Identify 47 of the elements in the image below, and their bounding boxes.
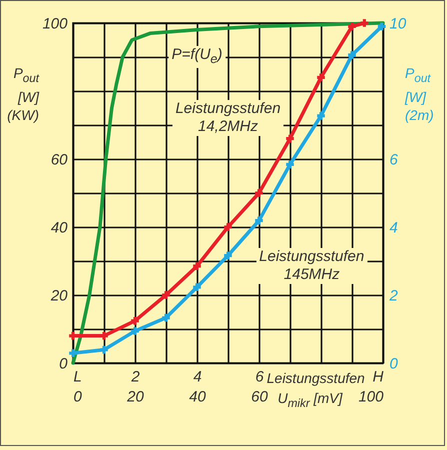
y-tick-label: 100 [42,16,68,32]
annotation: Leistungsstufen 145MHz [256,248,368,284]
point [224,252,232,260]
x2-tick-label: 100 [358,388,384,406]
point [224,223,232,231]
point [360,19,368,27]
point [162,314,170,322]
x-tick-label: 4 [193,368,202,386]
x2-axis-title: U$_{mikr}$ [mV] [278,389,342,412]
y-tick-label: 20 [50,288,68,304]
y2-axis-title: P$_{out}$ [W] (2m) [405,64,434,124]
point [317,112,325,120]
point [69,349,77,358]
point [255,189,263,197]
x-tick-label: H [372,368,384,386]
point [378,22,386,30]
point [131,327,139,335]
x2-tick-label: 20 [126,388,144,406]
y2-tick-label: 4 [390,220,398,236]
x-tick-label: 2 [130,368,140,386]
x2-tick-label: 0 [74,388,82,406]
x-tick-label: L [74,368,82,386]
annotation: Leistungsstufen 14,2MHz [172,100,284,136]
x-tick-label: 6 [255,368,264,386]
point [100,346,108,354]
point [193,262,201,270]
point [131,316,139,325]
x-axis-title: Leistungsstufen [266,369,365,387]
point [193,283,201,292]
point [162,291,170,299]
y-axis-title: P$_{out}$ [W] (KW) [7,64,39,124]
annotation: P=f(U$_{e}$) [168,46,226,68]
x2-tick-label: 60 [251,388,268,406]
point [286,134,294,142]
point [348,51,356,59]
point [317,74,325,82]
y-tick-label: 0 [59,356,68,372]
point [348,22,356,30]
point [286,160,294,168]
point [255,216,263,224]
y2-tick-label: 2 [388,288,398,304]
y-tick-label: 40 [50,220,68,236]
y-tick-label: 60 [50,152,68,168]
y2-tick-label: 6 [390,152,398,168]
y2-tick-label: 0 [390,356,398,372]
x2-tick-label: 40 [189,388,206,406]
y2-tick-label: 10 [390,16,407,32]
